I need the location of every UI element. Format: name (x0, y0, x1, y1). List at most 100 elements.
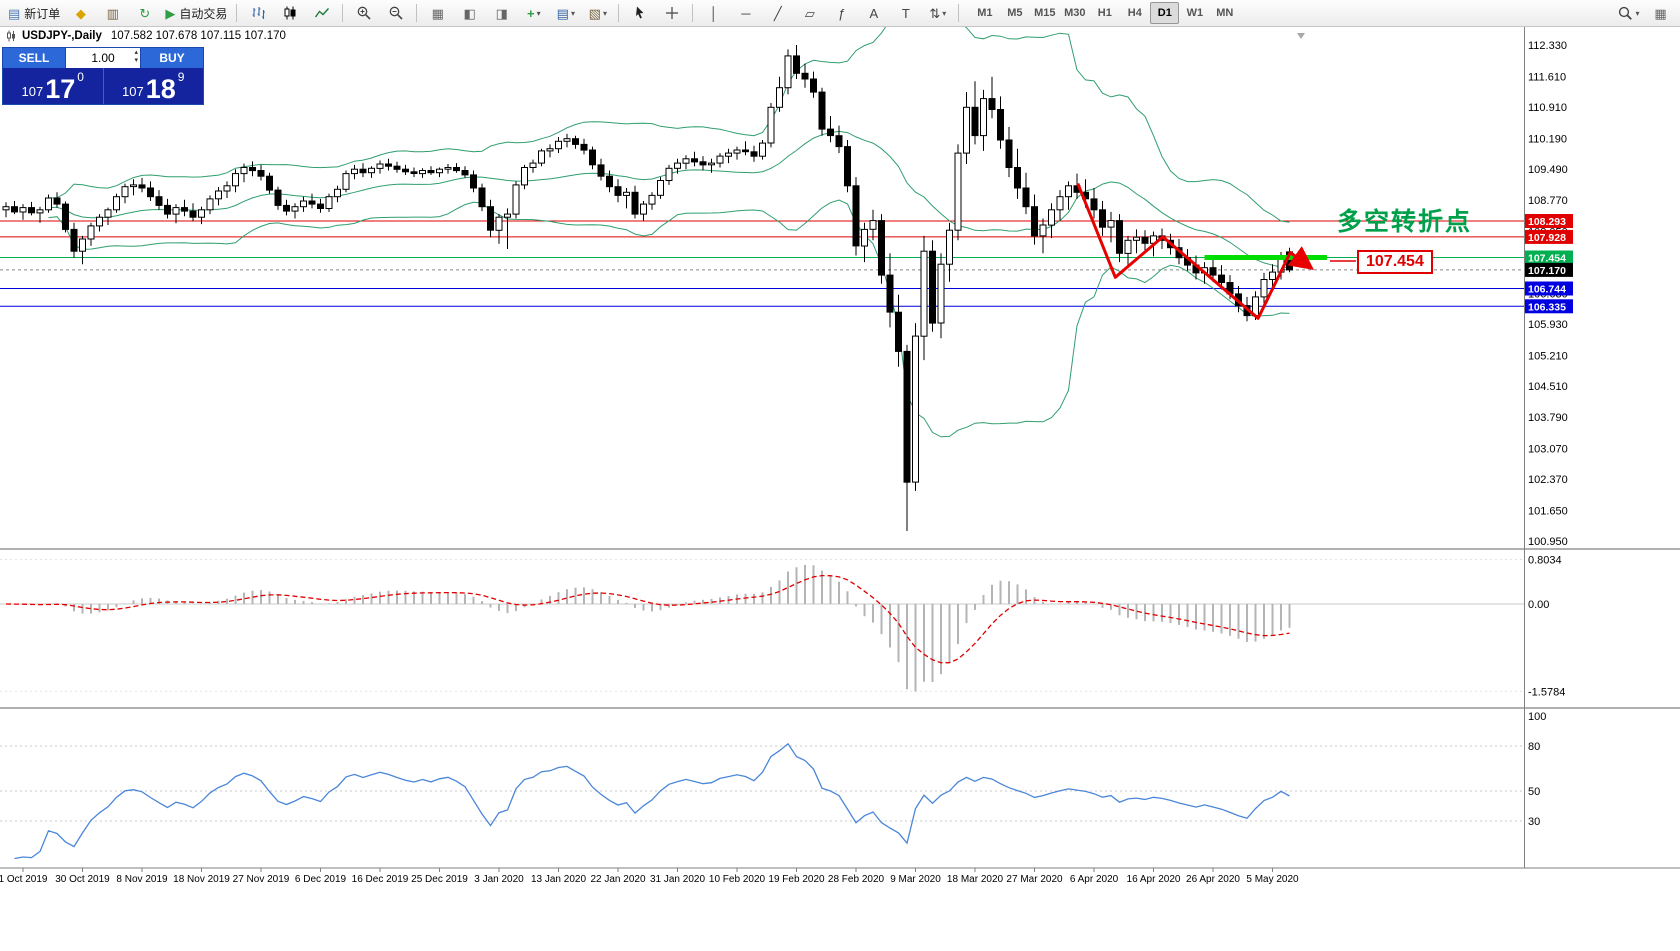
volume-input[interactable]: 1.00 ▴ ▾ (65, 48, 141, 68)
refresh-button[interactable]: ↻ (129, 1, 160, 25)
timeframe-d1-button[interactable]: D1 (1150, 2, 1180, 24)
vertical-line-button[interactable]: │ (698, 1, 729, 25)
fibonacci-button[interactable]: ƒ (826, 1, 857, 25)
candle-body (351, 168, 358, 175)
candle-body (674, 162, 681, 169)
vertical-line-icon: │ (709, 5, 718, 21)
templates-button[interactable]: ▧ ▾ (582, 1, 613, 25)
panel-splitter[interactable] (0, 707, 1680, 709)
candlestick-chart-button[interactable] (274, 1, 305, 25)
timeframe-m15-button[interactable]: M15 (1034, 7, 1056, 19)
tile-windows-button[interactable]: ▦ (422, 1, 453, 25)
timeframe-m1-button[interactable]: M1 (977, 7, 993, 19)
fibonacci-icon: ƒ (838, 5, 846, 21)
chevron-down-icon: ▾ (1635, 8, 1640, 18)
periods-button[interactable]: ▤ ▾ (550, 1, 581, 25)
label-button[interactable]: T (890, 1, 921, 25)
zoom-in-button[interactable] (348, 1, 379, 25)
rsi-panel[interactable] (0, 709, 1524, 866)
candle-body (249, 167, 256, 172)
price-axis-label: 105.210 (1528, 350, 1568, 362)
spin-down-icon[interactable]: ▾ (134, 57, 138, 64)
chart-title: USDJPY-,Daily 107.582 107.678 107.115 10… (5, 30, 286, 42)
panel-splitter[interactable] (0, 548, 1680, 550)
new-order-icon: ▤ (8, 5, 21, 21)
templates-icon: ▧ (588, 5, 601, 21)
rsi-axis-label: 30 (1528, 816, 1540, 828)
arrange-right-icon: ◨ (495, 5, 508, 21)
time-axis-label: 30 Oct 2019 (55, 874, 110, 885)
candle-body (937, 263, 945, 324)
line-chart-button[interactable] (306, 1, 337, 25)
timeframe-h4-button[interactable]: H4 (1127, 7, 1142, 19)
buy-button[interactable]: BUY (141, 48, 203, 68)
arrange-right-button[interactable]: ◨ (486, 1, 517, 25)
price-axis-label: 104.510 (1528, 381, 1568, 393)
candle-body (189, 210, 197, 218)
candle-body (716, 155, 724, 164)
candle-body (784, 55, 792, 89)
volume-value: 1.00 (91, 51, 115, 65)
time-axis-label: 31 Jan 2020 (650, 874, 705, 885)
time-axis-label: 8 Nov 2019 (116, 874, 168, 885)
zoom-out-icon (389, 6, 403, 20)
volume-spinner[interactable]: ▴ ▾ (134, 49, 138, 65)
candle-body (529, 162, 537, 169)
profiles-button[interactable]: ▥ (97, 1, 128, 25)
timeframe-mn-button[interactable]: MN (1216, 7, 1234, 19)
cursor-button[interactable] (624, 1, 655, 25)
candle-body (206, 198, 214, 211)
spin-up-icon[interactable]: ▴ (134, 49, 138, 56)
macd-panel[interactable] (0, 550, 1524, 707)
channel-button[interactable]: ▱ (794, 1, 825, 25)
candle-body (1065, 185, 1072, 198)
favorites-button[interactable]: ◆ (65, 1, 96, 25)
candle-body (138, 184, 146, 189)
turning-point-annotation[interactable]: 多空转折点 (1337, 208, 1473, 236)
time-axis[interactable] (0, 868, 1680, 951)
indicators-button[interactable]: + ▾ (518, 1, 549, 25)
candle-body (11, 206, 18, 213)
price-axis-label: 100.950 (1528, 536, 1568, 548)
candle-body (121, 186, 129, 198)
sell-price-sup: 0 (77, 70, 84, 84)
new-order-button[interactable]: ▤ 新订单 (4, 1, 64, 25)
timeframe-h1-button[interactable]: H1 (1097, 7, 1112, 19)
crosshair-button[interactable] (656, 1, 687, 25)
candle-body (699, 161, 707, 166)
chart-canvas[interactable]: MACD(12,26,9) -0.2525 -0.3758 RSI(14) 49… (0, 27, 1680, 951)
buy-price-sup: 9 (177, 70, 185, 84)
search-icon (1619, 6, 1633, 20)
timeframe-m30-button[interactable]: M30 (1064, 7, 1086, 19)
candle-body (274, 189, 282, 206)
sell-button[interactable]: SELL (3, 48, 65, 68)
chart-plot-area[interactable] (0, 27, 1524, 548)
timeframe-m5-button[interactable]: M5 (1007, 7, 1023, 19)
candle-body (1218, 274, 1225, 284)
indicators-add-icon: + (527, 5, 535, 21)
chevron-down-icon: ▾ (536, 8, 541, 18)
buy-price-display[interactable]: 107 18 9 (104, 68, 204, 104)
candle-body (96, 216, 103, 227)
search-button[interactable]: ▾ (1613, 1, 1644, 25)
price-axis[interactable] (1524, 27, 1680, 868)
timeframe-w1-button[interactable]: W1 (1186, 7, 1204, 19)
price-callout[interactable]: 107.454 (1357, 250, 1433, 274)
candle-body (368, 167, 375, 174)
arrows-button[interactable]: ⇅ ▾ (922, 1, 953, 25)
candle-body (512, 184, 520, 215)
candle-body (572, 138, 579, 145)
candle-body (104, 209, 112, 218)
detach-chart-button[interactable]: ▦ (1645, 1, 1676, 25)
arrange-left-button[interactable]: ◧ (454, 1, 485, 25)
bar-chart-button[interactable] (242, 1, 273, 25)
trendline-button[interactable]: ╱ (762, 1, 793, 25)
candle-body (45, 197, 52, 211)
horizontal-line-button[interactable]: ─ (730, 1, 761, 25)
trend-zigzag-annotation[interactable] (1076, 183, 1315, 320)
auto-trading-button[interactable]: ▶ 自动交易 (161, 1, 231, 25)
sell-price-display[interactable]: 107 17 0 (3, 68, 103, 104)
chart-shift-marker[interactable] (1297, 33, 1305, 39)
text-button[interactable]: A (858, 1, 889, 25)
zoom-out-button[interactable] (380, 1, 411, 25)
